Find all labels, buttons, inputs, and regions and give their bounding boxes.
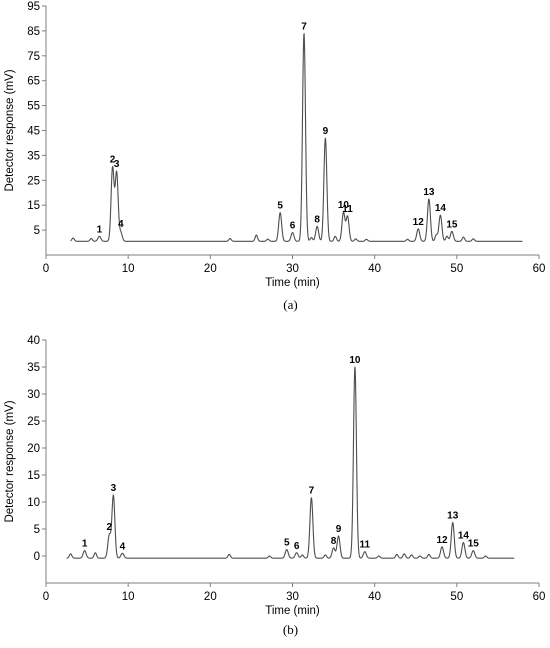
x-tick-label: 20 bbox=[204, 591, 217, 603]
peak-label: 2 bbox=[110, 154, 116, 165]
chromatogram-trace bbox=[66, 366, 515, 559]
y-tick-label: 25 bbox=[27, 175, 40, 187]
peak-label: 7 bbox=[301, 21, 307, 32]
y-tick-label: 65 bbox=[27, 76, 40, 88]
peak-label: 15 bbox=[468, 539, 480, 550]
peak-label: 10 bbox=[338, 200, 350, 211]
peak-label: 3 bbox=[114, 159, 120, 170]
peak-label: 6 bbox=[294, 541, 300, 552]
peak-label: 2 bbox=[106, 522, 112, 533]
x-tick-label: 0 bbox=[43, 263, 49, 275]
x-tick-label: 0 bbox=[43, 591, 49, 603]
panel-caption: (a) bbox=[283, 297, 297, 312]
y-tick-label: 40 bbox=[27, 335, 40, 347]
y-tick-label: 0 bbox=[34, 551, 40, 563]
chromatogram-trace bbox=[70, 33, 523, 242]
y-tick-label: 35 bbox=[27, 362, 40, 374]
peak-label: 14 bbox=[458, 531, 470, 542]
peak-label: 5 bbox=[277, 201, 283, 212]
y-tick-label: 55 bbox=[27, 101, 40, 113]
x-tick-label: 10 bbox=[122, 263, 135, 275]
y-tick-label: 30 bbox=[27, 389, 40, 401]
y-tick-label: 5 bbox=[34, 524, 40, 536]
y-tick-label: 85 bbox=[27, 26, 40, 38]
x-tick-label: 30 bbox=[286, 591, 299, 603]
peak-label: 5 bbox=[284, 538, 290, 549]
x-axis-title: Time (min) bbox=[265, 277, 320, 289]
x-tick-label: 30 bbox=[286, 263, 299, 275]
y-tick-label: 95 bbox=[27, 1, 40, 13]
x-tick-label: 20 bbox=[204, 263, 217, 275]
peak-label: 4 bbox=[120, 541, 126, 552]
y-tick-label: 15 bbox=[27, 200, 40, 212]
y-tick-label: 25 bbox=[27, 416, 40, 428]
y-axis-title: Detector response (mV) bbox=[4, 69, 16, 191]
x-tick-label: 60 bbox=[533, 591, 546, 603]
peak-label: 7 bbox=[309, 486, 315, 497]
panel-caption: (b) bbox=[283, 622, 298, 637]
x-tick-label: 50 bbox=[450, 591, 463, 603]
peak-label: 8 bbox=[331, 536, 337, 547]
x-tick-label: 60 bbox=[533, 263, 546, 275]
peak-label: 13 bbox=[423, 187, 435, 198]
peak-label: 15 bbox=[446, 219, 458, 230]
y-tick-label: 15 bbox=[27, 470, 40, 482]
y-tick-label: 20 bbox=[27, 443, 40, 455]
peak-label: 11 bbox=[342, 204, 353, 215]
y-tick-label: 5 bbox=[34, 225, 40, 237]
peak-label: 1 bbox=[97, 224, 103, 235]
peak-label: 10 bbox=[349, 355, 361, 366]
y-axis-title: Detector response (mV) bbox=[4, 400, 16, 522]
peak-label: 13 bbox=[447, 511, 459, 522]
y-tick-label: 75 bbox=[27, 51, 40, 63]
peak-label: 3 bbox=[111, 483, 117, 494]
peak-label: 8 bbox=[314, 214, 320, 225]
y-tick-label: 45 bbox=[27, 126, 40, 138]
x-tick-label: 40 bbox=[368, 263, 381, 275]
x-tick-label: 40 bbox=[368, 591, 381, 603]
peak-label: 11 bbox=[360, 540, 371, 551]
peak-label: 1 bbox=[82, 539, 88, 550]
peak-label: 9 bbox=[336, 524, 342, 535]
x-tick-label: 10 bbox=[122, 591, 135, 603]
x-axis-title: Time (min) bbox=[265, 605, 320, 617]
peak-label: 14 bbox=[435, 203, 447, 214]
peak-label: 12 bbox=[436, 535, 448, 546]
peak-label: 12 bbox=[413, 217, 425, 228]
peak-label: 4 bbox=[118, 219, 124, 230]
peak-label: 6 bbox=[290, 221, 296, 232]
peak-label: 9 bbox=[323, 126, 329, 137]
y-tick-label: 10 bbox=[27, 497, 40, 509]
x-tick-label: 50 bbox=[450, 263, 463, 275]
y-tick-label: 35 bbox=[27, 150, 40, 162]
